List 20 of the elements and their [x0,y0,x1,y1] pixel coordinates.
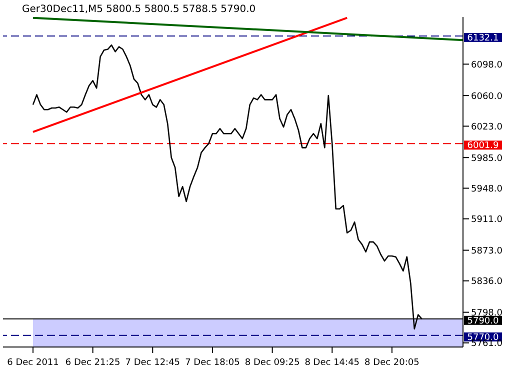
y-tick-label: 6098.0 [471,60,503,70]
x-tick-label: 8 Dec 09:25 [244,358,300,365]
y-tick-label: 5948.0 [471,184,503,194]
y-tick-label: 5836.0 [471,277,503,288]
y-tick-label: 5873.0 [471,246,503,256]
ref-line-label: 5790.0 [467,316,500,326]
y-tick-label: 5761.0 [471,339,503,350]
x-tick-label: 8 Dec 20:05 [364,358,420,365]
x-tick-label: 8 Dec 14:45 [304,358,360,365]
x-tick-label: 7 Dec 12:45 [125,358,180,365]
y-tick-label: 6060.0 [471,92,503,102]
chart-title: Ger30Dec11,M5 5800.5 5800.5 5788.5 5790.0 [22,4,256,15]
y-tick-label: 5985.0 [471,154,503,164]
ref-line-label: 6001.9 [467,141,500,152]
x-tick-label: 6 Dec 21:25 [65,358,120,365]
x-tick-label: 6 Dec 2011 [7,358,59,365]
y-tick-label: 5911.0 [471,215,503,225]
x-tick-label: 7 Dec 18:05 [185,358,240,365]
y-tick-label: 6023.0 [471,122,503,132]
ref-line-label: 6132.1 [467,33,499,44]
